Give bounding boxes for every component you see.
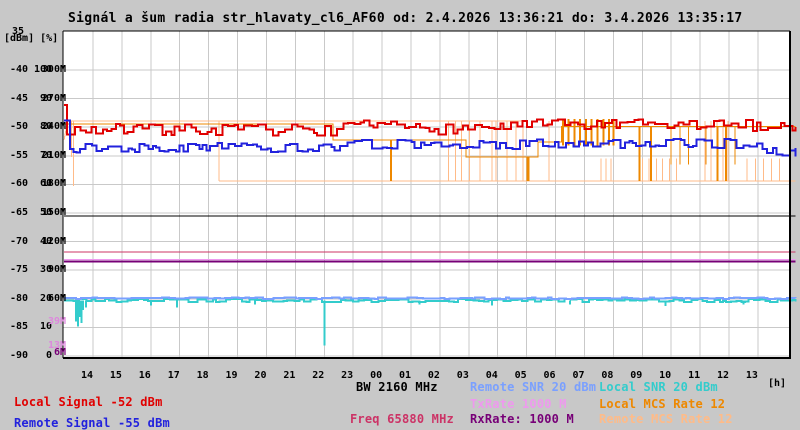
hour-tick: 18 [196, 370, 209, 381]
pct-tick: 30 [39, 264, 52, 276]
hour-tick: 13 [745, 370, 758, 381]
pct-tick: 60 [39, 178, 52, 190]
dbm-tick: -85 [9, 321, 28, 333]
dbm-tick: -40 [9, 64, 28, 75]
hour-tick: 04 [485, 370, 498, 381]
dbm-tick: -90 [9, 350, 28, 361]
plot-border [62, 30, 791, 359]
data-series [63, 103, 797, 346]
legend-remote-snr: Remote SNR 20 dBm [470, 380, 597, 394]
pct-tick: 70 [39, 149, 52, 161]
dbm-tick: -55 [9, 149, 28, 161]
legend-local-signal: Local Signal -52 dBm [14, 395, 163, 409]
rate-tick: 150M [41, 207, 66, 218]
rate-tick: 240M [41, 121, 66, 133]
dbm-tick: -45 [9, 92, 28, 104]
hour-tick: 00 [370, 370, 383, 381]
dbm-tick: -50 [9, 121, 28, 133]
rate-tick: 210M [41, 149, 66, 161]
hour-tick: 12 [716, 370, 730, 381]
hour-tick: 16 [138, 370, 151, 381]
rate-min-label: 39M [47, 316, 66, 327]
rate-tick: 60M [47, 292, 66, 304]
pct-tick: 40 [39, 235, 52, 247]
series-local_snr [64, 297, 797, 304]
hour-tick: 06 [543, 370, 556, 381]
grid-lines [63, 31, 790, 358]
hour-tick: 19 [225, 370, 238, 381]
dbm-tick: -80 [9, 292, 28, 304]
hour-tick: 09 [630, 370, 643, 381]
rate-tick: 180M [41, 178, 66, 190]
legend-bw: BW 2160 MHz [356, 380, 438, 394]
hour-tick: 21 [283, 370, 296, 381]
series-local_signal [64, 103, 797, 137]
pct-tick: 50 [39, 207, 52, 218]
hour-tick: 03 [456, 370, 469, 381]
hour-tick: 08 [601, 370, 614, 381]
pct-tick: 100 [33, 64, 52, 75]
legend-txrate: TxRate 1000 M [470, 397, 567, 411]
legend-local-snr: Local SNR 20 dBm [599, 380, 718, 394]
pct-tick: 80 [39, 121, 52, 133]
legend-rxrate: RxRate: 1000 M [470, 412, 574, 426]
legend-local-mcs: Local MCS Rate 12 [599, 397, 726, 411]
hour-tick: 22 [312, 370, 325, 381]
dbm-tick: -75 [9, 264, 28, 276]
hour-tick: 01 [398, 370, 412, 381]
page-title: Signál a šum radia str_hlavaty_cl6_AF60 … [68, 11, 743, 26]
plot-area [63, 31, 790, 358]
legend-remote-mcs: Remote MCS Rate 12 [599, 412, 733, 426]
hour-tick: 20 [254, 370, 267, 381]
hour-tick: 14 [80, 370, 94, 381]
scale-top-label: 35 [12, 26, 25, 37]
pct-tick: 90 [39, 92, 52, 104]
rate-tick: 270M [41, 92, 66, 104]
legend-remote-signal: Remote Signal -55 dBm [14, 416, 170, 430]
series-remote_snr [64, 296, 797, 300]
legend-freq: Freq 65880 MHz [350, 412, 454, 426]
rate-tick: 90M [47, 264, 66, 276]
hour-tick: 15 [109, 370, 122, 381]
rate-tick: 300M [41, 64, 66, 75]
series-remote_signal [64, 119, 797, 157]
series-local_mcs [64, 123, 796, 158]
hour-tick: 10 [659, 370, 672, 381]
hour-tick: 23 [341, 370, 354, 381]
x-axis-unit-label: [h] [768, 378, 787, 389]
hour-tick: 07 [572, 370, 585, 381]
rate-tick: 120M [41, 235, 66, 247]
hour-tick: 17 [167, 370, 180, 381]
pct-tick: 20 [39, 292, 52, 304]
hour-tick: 02 [427, 370, 440, 381]
pct-tick: 10 [39, 321, 52, 333]
y-axis-unit-header: [dBm] [%] [4, 33, 59, 44]
hour-tick: 05 [514, 370, 527, 381]
dbm-tick: -60 [9, 178, 28, 190]
pct-tick: 0 [45, 350, 52, 361]
rate-min-label: 13M [47, 340, 66, 351]
dbm-tick: -65 [9, 207, 28, 218]
dbm-tick: -70 [9, 235, 28, 247]
hour-tick: 11 [688, 370, 701, 381]
rate-min-label: 6M [53, 347, 66, 358]
